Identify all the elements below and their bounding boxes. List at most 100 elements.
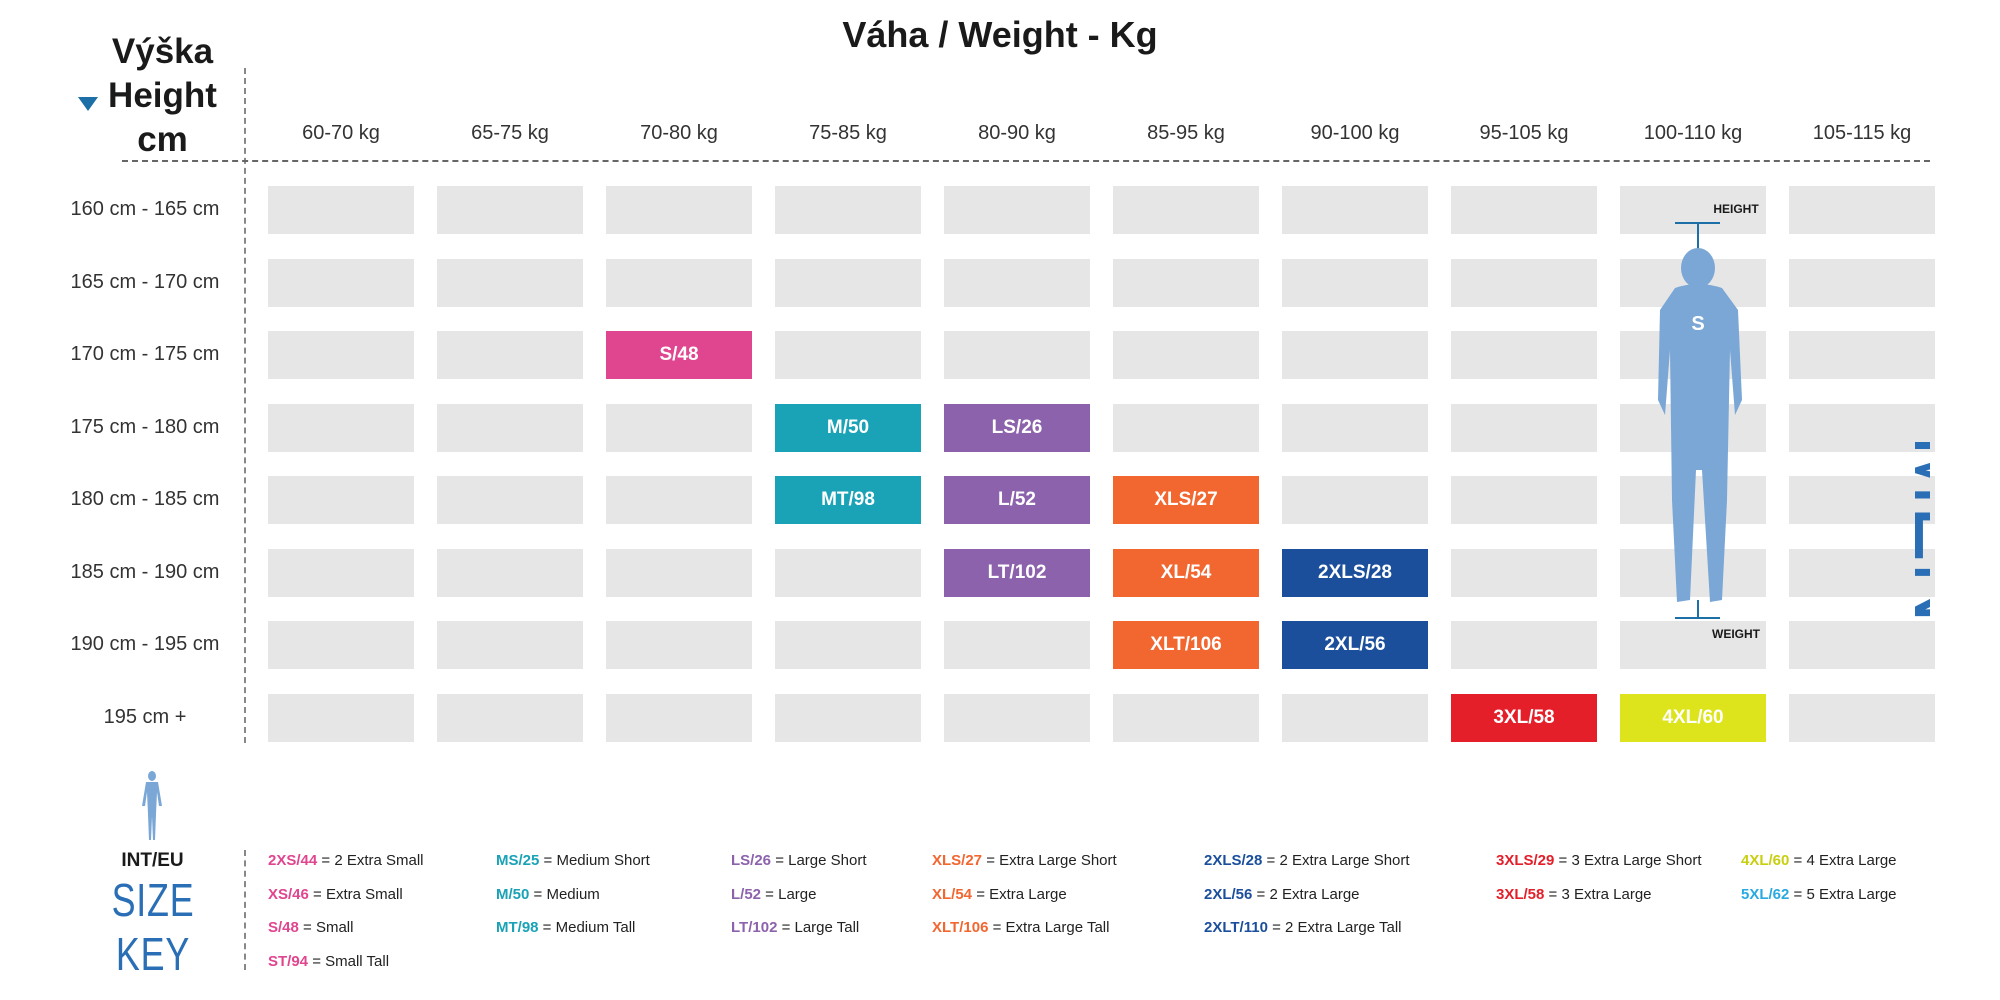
grid-cell — [1282, 186, 1428, 234]
grid-cell — [1789, 258, 1935, 307]
legend-item: 3XL/58 = 3 Extra Large — [1496, 886, 1652, 903]
legend-divider — [244, 850, 246, 970]
size-badge: 3XL/58 — [1451, 693, 1597, 742]
legend-item: 2XLS/28 = 2 Extra Large Short — [1204, 852, 1410, 869]
legend-description: = 2 Extra Large — [1252, 885, 1360, 903]
legend-description: = Large — [761, 885, 817, 903]
grid-cell — [606, 476, 752, 524]
legend-subtitle: SIZE KEY — [111, 874, 195, 980]
legend-item: LS/26 = Large Short — [731, 852, 867, 869]
legend-description: = Large Tall — [777, 919, 860, 936]
height-row-label: 190 cm - 195 cm — [70, 633, 220, 655]
weight-column-label: 75-85 kg — [809, 122, 887, 144]
grid-cell — [1789, 331, 1935, 379]
legend-item: XL/54 = Extra Large — [932, 886, 1067, 903]
legend-title: INT/EU — [121, 850, 184, 871]
weight-label: WEIGHT — [1712, 627, 1760, 641]
size-badge: 4XL/60 — [1620, 693, 1766, 742]
size-badge: 2XLS/28 — [1282, 548, 1428, 597]
grid-cell — [1282, 258, 1428, 307]
grid-cell — [268, 476, 414, 524]
legend-item: 2XLT/110 = 2 Extra Large Tall — [1204, 919, 1402, 936]
grid-cell — [268, 186, 414, 234]
size-badge: 2XL/56 — [1282, 621, 1428, 669]
legend-description: = 5 Extra Large — [1789, 885, 1897, 903]
size-badge: LS/26 — [944, 403, 1090, 452]
legend-description: = 2 Extra Small — [317, 852, 424, 869]
grid-cell — [606, 548, 752, 597]
grid-cell — [437, 621, 583, 669]
header-divider — [122, 160, 1930, 162]
legend-code: 5XL/62 — [1741, 885, 1790, 903]
weight-column-label: 85-95 kg — [1147, 122, 1225, 144]
legend-code: XL/54 — [932, 885, 973, 903]
height-row-label: 170 cm - 175 cm — [70, 343, 220, 365]
legend-code: L/52 — [731, 885, 762, 903]
legend-item: XS/46 = Extra Small — [268, 886, 403, 903]
legend-item: 3XLS/29 = 3 Extra Large Short — [1496, 852, 1702, 869]
grid-cell — [437, 403, 583, 452]
legend-code: 4XL/60 — [1741, 852, 1790, 869]
grid-cell — [1113, 693, 1259, 742]
svg-text:S: S — [1691, 313, 1704, 335]
height-row-label: 165 cm - 170 cm — [70, 270, 220, 293]
height-row-label: 195 cm + — [103, 705, 187, 728]
legend-code: 3XL/58 — [1496, 885, 1545, 903]
grid-cell — [1113, 186, 1259, 234]
height-row-label: 180 cm - 185 cm — [70, 488, 220, 510]
grid-cell — [268, 331, 414, 379]
legend-code: 2XLS/28 — [1204, 852, 1263, 869]
grid-cell — [606, 403, 752, 452]
legend-code: 3XLS/29 — [1496, 852, 1555, 869]
legend-code: XS/46 — [268, 885, 309, 903]
legend-description: = Extra Large Tall — [988, 919, 1110, 936]
legend-description: = 2 Extra Large Short — [1262, 852, 1410, 869]
men-label: MEN — [1892, 435, 1930, 623]
legend-description: = Extra Large Short — [982, 852, 1117, 869]
triangle-down-icon — [78, 97, 98, 111]
grid-cell — [1282, 476, 1428, 524]
diver-wetsuit-figure: S — [1658, 222, 1742, 619]
legend-item: M/50 = Medium — [496, 886, 600, 903]
grid-cell — [775, 258, 921, 307]
weight-column-label: 65-75 kg — [471, 122, 549, 144]
size-badge: MT/98 — [775, 476, 921, 524]
grid-cell — [1451, 403, 1597, 452]
grid-cell — [1451, 258, 1597, 307]
grid-cell — [268, 693, 414, 742]
grid-cell — [1789, 548, 1935, 597]
legend-description: = Large Short — [771, 852, 867, 869]
weight-column-label: 70-80 kg — [640, 122, 718, 144]
legend-description: = 4 Extra Large — [1789, 852, 1897, 869]
grid-cell — [944, 186, 1090, 234]
grid-cell — [775, 186, 921, 234]
grid-cell — [1789, 693, 1935, 742]
legend-item: XLS/27 = Extra Large Short — [932, 852, 1117, 869]
grid-cell — [1620, 621, 1766, 669]
legend-code: S/48 — [268, 919, 299, 936]
height-title-line-3: cm — [137, 120, 188, 159]
height-label: HEIGHT — [1713, 202, 1759, 216]
weight-column-label: 100-110 kg — [1643, 122, 1743, 144]
grid-cell — [437, 258, 583, 307]
height-title-line-1: Výška — [111, 32, 214, 71]
legend-description: = Medium — [529, 885, 600, 903]
legend-item: ST/94 = Small Tall — [268, 953, 389, 970]
legend-description: = Small — [298, 919, 354, 936]
grid-cell — [775, 548, 921, 597]
weight-column-label: 95-105 kg — [1479, 122, 1569, 144]
size-badge: XLT/106 — [1113, 621, 1259, 669]
legend-description: = Extra Large — [972, 885, 1067, 903]
size-badge: S/48 — [606, 331, 752, 379]
grid-cell — [437, 693, 583, 742]
grid-cell — [1451, 186, 1597, 234]
grid-cell — [437, 331, 583, 379]
weight-column-label: 90-100 kg — [1310, 122, 1400, 144]
grid-cell — [775, 693, 921, 742]
legend-code: MT/98 — [496, 919, 539, 936]
grid-cell — [606, 621, 752, 669]
grid-cell — [1620, 186, 1766, 234]
grid-cell — [268, 403, 414, 452]
height-axis-title: Výška Height cm — [95, 30, 230, 162]
legend-code: 2XL/56 — [1204, 885, 1253, 903]
